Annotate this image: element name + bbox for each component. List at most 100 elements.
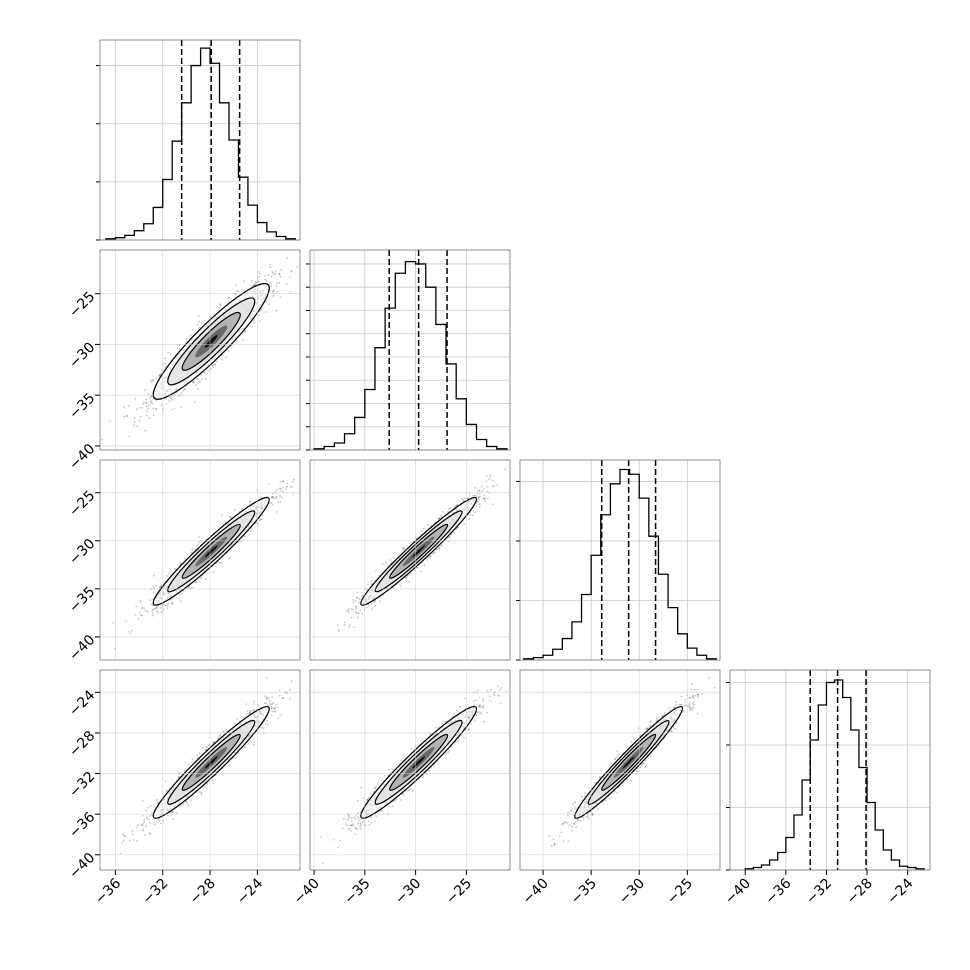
sample-point [184, 557, 187, 560]
sample-point [279, 296, 282, 298]
sample-point [155, 408, 158, 410]
sample-point [257, 315, 260, 317]
sample-point [145, 414, 148, 417]
sample-point [273, 710, 276, 713]
sample-point [248, 711, 251, 714]
sample-point [180, 391, 183, 394]
sample-point [225, 356, 227, 359]
panel-frame [99, 459, 301, 661]
sample-point [169, 570, 172, 573]
sample-point [150, 804, 152, 807]
sample-point [219, 733, 222, 736]
sample-point [482, 497, 485, 500]
sample-point [181, 592, 183, 595]
sample-point [145, 402, 147, 405]
sample-point [489, 474, 492, 477]
sample-point [195, 544, 198, 547]
sample-point [429, 555, 432, 558]
sample-point [487, 478, 490, 481]
sample-point [169, 396, 172, 398]
sample-point [162, 603, 165, 606]
sample-point [200, 373, 203, 376]
sample-point [275, 495, 278, 498]
sample-point [232, 757, 235, 759]
sample-point [192, 548, 195, 551]
sample-point [440, 545, 443, 547]
sample-point [431, 553, 434, 555]
sample-point [177, 597, 180, 600]
sample-point [145, 402, 148, 405]
sample-point [280, 487, 282, 490]
sample-point [357, 612, 360, 614]
sample-point [242, 339, 245, 342]
sample-point [271, 290, 274, 293]
sample-point [270, 501, 273, 504]
sample-point [155, 607, 158, 609]
sample-point [289, 486, 292, 488]
sample-point [208, 744, 211, 746]
sample-point [302, 247, 304, 249]
sample-point [474, 511, 477, 513]
sample-point [429, 557, 431, 559]
sample-point [165, 403, 168, 405]
sample-point [166, 575, 168, 577]
sample-point [199, 380, 201, 383]
sample-point [438, 546, 441, 549]
sample-point [155, 584, 158, 587]
sample-point [139, 611, 141, 614]
sample-point [354, 610, 357, 613]
sample-point [252, 284, 255, 287]
sample-point [198, 320, 201, 323]
sample-point [467, 497, 469, 500]
sample-point [361, 612, 364, 615]
histogram-panel-3 [726, 669, 931, 871]
sample-point [162, 608, 165, 611]
sample-point [215, 565, 217, 567]
sample-point [286, 482, 289, 485]
sample-point [450, 534, 453, 536]
sample-point [182, 802, 185, 805]
sample-point [198, 536, 201, 538]
sample-point [432, 551, 435, 554]
sample-point [314, 663, 316, 665]
sample-point [259, 310, 261, 312]
sample-point [267, 274, 270, 276]
sample-point [197, 388, 199, 391]
sample-point [385, 561, 387, 563]
sample-point [402, 548, 404, 551]
sample-point [272, 290, 274, 293]
sample-point [291, 481, 294, 483]
histogram-panel-2 [516, 459, 721, 661]
sample-point [472, 514, 474, 517]
sample-point [145, 398, 148, 401]
sample-point [337, 630, 340, 632]
sample-point [203, 319, 206, 322]
sample-point [420, 530, 423, 533]
sample-point [126, 414, 129, 417]
sample-point [452, 531, 455, 534]
sample-point [192, 380, 195, 383]
sample-point [152, 598, 154, 601]
sample-point [159, 586, 162, 589]
sample-point [149, 599, 152, 602]
sample-point [154, 607, 157, 610]
sample-point [379, 596, 382, 599]
sample-point [430, 524, 433, 527]
sample-point [468, 518, 470, 520]
sample-point [197, 543, 200, 545]
histogram-panel-0 [96, 39, 301, 241]
sample-point [150, 395, 152, 398]
sample-point [358, 598, 361, 601]
sample-point [160, 585, 163, 588]
sample-point [542, 445, 544, 447]
sample-point [454, 505, 457, 508]
panel-frame [99, 249, 301, 451]
sample-point [355, 612, 358, 615]
sample-point [276, 706, 279, 709]
sample-point [152, 414, 155, 417]
sample-point [171, 399, 174, 401]
sample-point [212, 741, 215, 744]
sample-point [274, 269, 277, 272]
sample-point [489, 476, 492, 479]
sample-point [449, 507, 452, 510]
